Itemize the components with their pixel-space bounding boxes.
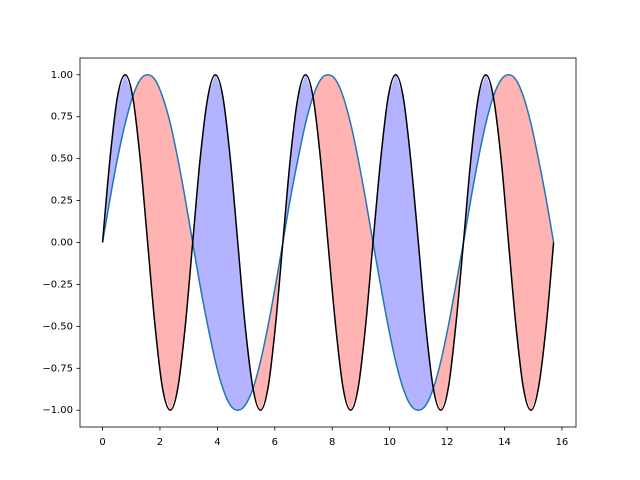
y-tick-label: −0.25: [42, 279, 73, 290]
fill-region: [342, 96, 351, 411]
y-tick-label: 0.75: [51, 112, 73, 123]
x-tick-label: 16: [556, 437, 569, 448]
fill-region: [162, 96, 171, 411]
x-tick-label: 2: [157, 437, 163, 448]
fill-region: [387, 74, 396, 362]
x-tick-label: 0: [99, 437, 105, 448]
line-layer: [101, 74, 555, 411]
y-tick-label: −0.50: [42, 321, 73, 332]
y-tick-label: 0.00: [51, 238, 73, 249]
y-tick-label: −1.00: [42, 405, 73, 416]
fill-region: [215, 74, 224, 389]
x-tick-label: 14: [498, 437, 511, 448]
fill-layer: [102, 74, 554, 411]
fill-region: [523, 96, 532, 411]
y-tick-label: −0.75: [42, 363, 73, 374]
y-tick-label: 0.50: [51, 154, 73, 165]
fill-region: [395, 74, 404, 389]
fill-region: [207, 74, 216, 362]
y-tick-label: 0.25: [51, 196, 73, 207]
fill-region: [530, 123, 539, 411]
x-tick-label: 10: [383, 437, 396, 448]
series-line: [101, 74, 555, 411]
y-tick-label: 1.00: [51, 70, 73, 81]
fill-region: [170, 123, 179, 411]
x-tick-label: 12: [441, 437, 454, 448]
x-tick-label: 6: [272, 437, 278, 448]
fill-region: [350, 123, 359, 411]
x-tick-label: 8: [329, 437, 335, 448]
series-line: [101, 74, 555, 411]
x-tick-label: 4: [214, 437, 220, 448]
tick-layer: 0 2 4 6 8 10 12 14 16 −1.00 −0.75 −0.50 −0.25 0.00 0.2…: [42, 70, 568, 448]
